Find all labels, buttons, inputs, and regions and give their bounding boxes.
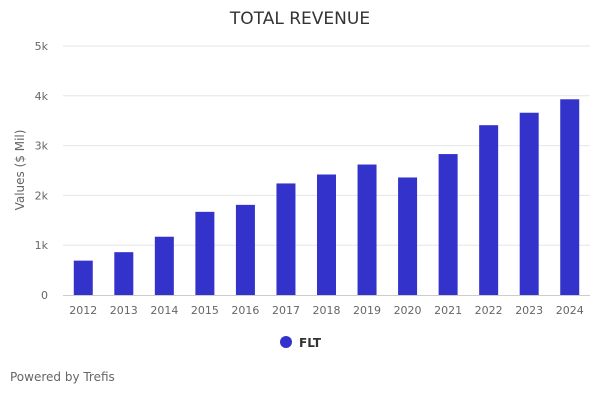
chart-title: TOTAL REVENUE: [229, 9, 370, 29]
x-tick-label: 2016: [231, 304, 259, 317]
x-tick-label: 2012: [69, 304, 97, 317]
x-tick-label: 2020: [394, 304, 422, 317]
bar-2020[interactable]: [398, 177, 418, 295]
bar-2019[interactable]: [357, 164, 377, 295]
x-tick-label: 2018: [313, 304, 341, 317]
bars: [73, 99, 580, 296]
x-tick-label: 2015: [191, 304, 219, 317]
x-tick-label: 2019: [353, 304, 381, 317]
x-tick-label: 2014: [150, 304, 178, 317]
legend-label-flt[interactable]: FLT: [299, 336, 322, 350]
bar-2012[interactable]: [73, 260, 93, 295]
bar-2013[interactable]: [114, 252, 134, 295]
x-tick-label: 2013: [110, 304, 138, 317]
bar-2021[interactable]: [438, 154, 458, 295]
bar-2017[interactable]: [276, 183, 296, 295]
y-axis-title: Values ($ Mil): [13, 130, 27, 211]
y-tick-label: 3k: [35, 140, 49, 153]
legend[interactable]: FLT: [280, 336, 322, 350]
bar-2022[interactable]: [479, 125, 499, 295]
y-tick-label: 1k: [35, 239, 49, 252]
x-tick-label: 2017: [272, 304, 300, 317]
x-tick-label: 2021: [434, 304, 462, 317]
bar-2015[interactable]: [195, 211, 215, 295]
gridlines: [63, 45, 590, 246]
y-axis-ticks: 0 1k 2k 3k 4k 5k: [35, 40, 49, 302]
y-tick-label: 0: [41, 289, 48, 302]
bar-2024[interactable]: [560, 99, 580, 295]
bar-2016[interactable]: [235, 204, 255, 295]
bar-2023[interactable]: [519, 112, 539, 296]
legend-marker-flt[interactable]: [280, 336, 292, 348]
bar-2018[interactable]: [317, 174, 336, 295]
x-tick-label: 2023: [515, 304, 543, 317]
y-tick-label: 2k: [35, 189, 49, 202]
y-tick-label: 5k: [35, 40, 49, 53]
y-tick-label: 4k: [35, 90, 49, 103]
credits-text[interactable]: Powered by Trefis: [10, 370, 115, 384]
x-tick-label: 2022: [475, 304, 503, 317]
bar-2014[interactable]: [154, 236, 174, 295]
x-tick-label: 2024: [556, 304, 584, 317]
x-axis-ticks: 2012 2013 2014 2015 2016 2017 2018 2019 2020 2021…: [69, 304, 583, 317]
